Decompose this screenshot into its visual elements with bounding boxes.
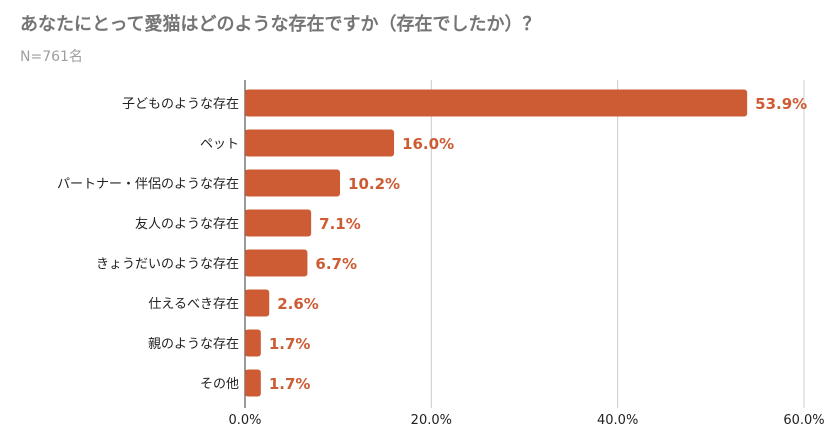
x-tick-label: 60.0% xyxy=(783,413,824,428)
value-label: 53.9% xyxy=(755,95,807,113)
value-label: 7.1% xyxy=(319,215,361,233)
category-label: パートナー・伴侶のような存在 xyxy=(57,177,239,192)
labels-layer: 子どものような存在 53.9% ペット 16.0% パートナー・伴侶のような存在 10.2… xyxy=(57,95,807,393)
value-label: 2.6% xyxy=(277,295,319,313)
x-tick-label: 0.0% xyxy=(228,413,261,428)
category-label: 子どものような存在 xyxy=(122,97,239,112)
bar xyxy=(245,89,748,117)
bar xyxy=(245,249,308,277)
bar xyxy=(245,369,261,397)
chart-subtitle: N=761名 xyxy=(20,49,83,65)
value-label: 1.7% xyxy=(269,335,311,353)
bar xyxy=(245,289,270,317)
value-label: 6.7% xyxy=(315,255,357,273)
x-tick-label: 40.0% xyxy=(597,413,638,428)
bars-layer xyxy=(245,89,748,397)
bar xyxy=(245,209,312,237)
bar xyxy=(245,169,341,197)
category-label: その他 xyxy=(200,377,239,392)
bar xyxy=(245,329,261,357)
category-label: 仕えるべき存在 xyxy=(148,297,239,312)
value-label: 16.0% xyxy=(402,135,454,153)
category-label: きょうだいのような存在 xyxy=(96,257,239,272)
category-label: 友人のような存在 xyxy=(135,216,239,232)
category-label: 親のような存在 xyxy=(148,337,239,352)
grid-layer xyxy=(244,80,805,408)
x-tick-label: 20.0% xyxy=(411,413,452,428)
ticks-layer: 0.0% 20.0% 40.0% 60.0% xyxy=(228,413,824,428)
value-label: 1.7% xyxy=(269,375,311,393)
category-label: ペット xyxy=(200,137,239,152)
chart-title: あなたにとって愛猫はどのような存在ですか（存在でしたか）？ xyxy=(20,14,541,35)
bar xyxy=(245,129,395,157)
value-label: 10.2% xyxy=(348,175,400,193)
